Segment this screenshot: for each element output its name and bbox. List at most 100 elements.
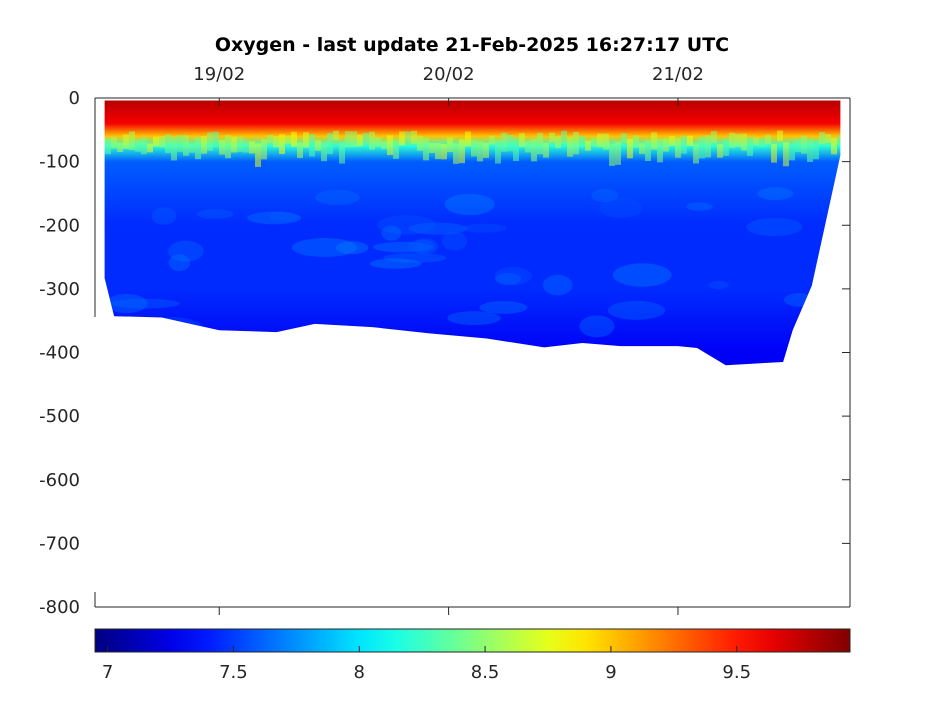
texture-strip: [753, 137, 759, 146]
texture-blob: [444, 193, 495, 216]
y-tick-label: -200: [39, 215, 80, 236]
texture-strip: [105, 138, 111, 155]
texture-strip: [183, 135, 189, 156]
texture-blob: [291, 237, 358, 258]
texture-strip: [747, 137, 753, 156]
texture-strip: [777, 130, 783, 142]
texture-blob: [110, 298, 180, 309]
texture-blob: [495, 272, 522, 285]
colorbar-tick-label: 7.5: [219, 662, 248, 683]
texture-strip: [531, 138, 537, 162]
texture-strip: [243, 140, 249, 153]
texture-strip: [237, 136, 243, 152]
texture-strip: [765, 134, 771, 145]
texture-strip: [681, 135, 687, 154]
texture-strip: [117, 142, 123, 153]
texture-strip: [591, 137, 597, 147]
texture-strip: [411, 130, 417, 144]
texture-strip: [327, 132, 333, 155]
texture-strip: [195, 137, 201, 160]
y-tick-label: -600: [39, 470, 80, 491]
texture-strip: [261, 139, 267, 160]
texture-strip: [483, 142, 489, 158]
texture-strip: [297, 142, 303, 158]
texture-strip: [387, 135, 393, 155]
texture-strip: [303, 132, 309, 148]
texture-strip: [267, 134, 273, 144]
texture-strip: [783, 142, 789, 167]
texture-strip: [147, 143, 153, 153]
x-tick-label: 20/02: [423, 64, 475, 85]
chart-title: Oxygen - last update 21-Feb-2025 16:27:1…: [215, 34, 729, 56]
colorbar-tick-label: 7: [102, 662, 113, 683]
texture-blob: [479, 301, 528, 314]
texture-strip: [609, 143, 615, 166]
texture-strip: [213, 131, 219, 147]
texture-blob: [447, 311, 501, 325]
texture-strip: [345, 131, 351, 148]
texture-strip: [315, 140, 321, 151]
texture-blob: [607, 300, 666, 320]
texture-blob: [407, 239, 436, 254]
colorbar-tick-label: 8.5: [471, 662, 500, 683]
colorbar-ticks: 7 7.5 8 8.5 9 9.5: [102, 646, 751, 683]
texture-strip: [495, 139, 501, 164]
oxygen-texture: [104, 130, 841, 341]
texture-strip: [621, 133, 627, 143]
texture-strip: [447, 137, 453, 153]
texture-strip: [321, 142, 327, 162]
y-tick-label: -500: [39, 406, 80, 427]
texture-blob: [408, 222, 468, 235]
texture-strip: [405, 131, 411, 141]
texture-strip: [807, 138, 813, 162]
texture-blob: [196, 209, 234, 219]
texture-strip: [291, 131, 297, 147]
texture-strip: [687, 135, 693, 147]
texture-strip: [831, 137, 837, 155]
colorbar-scale: [94, 628, 851, 653]
y-axis-ticks: 0 -100 -200 -300 -400 -500 -600 -700 -800: [39, 88, 850, 618]
y-tick-label: -400: [39, 343, 80, 364]
y-tick-label: -700: [39, 533, 80, 554]
plot-area: 0 -100 -200 -300 -400 -500 -600 -700 -800 19/02 2…: [39, 64, 851, 618]
texture-blob: [143, 317, 204, 341]
texture-strip: [729, 132, 735, 149]
texture-blob: [599, 197, 643, 218]
texture-blob: [441, 231, 468, 251]
texture-blob: [383, 253, 447, 263]
texture-blob: [247, 211, 302, 225]
texture-strip: [573, 131, 579, 155]
texture-blob: [104, 324, 144, 337]
texture-strip: [657, 138, 663, 163]
texture-strip: [159, 136, 165, 148]
colorbar-tick-label: 9.5: [722, 662, 751, 683]
texture-strip: [801, 135, 807, 154]
x-tick-label: 19/02: [193, 64, 245, 85]
colorbar: 7 7.5 8 8.5 9 9.5: [94, 628, 851, 683]
texture-blob: [612, 263, 672, 287]
texture-strip: [153, 136, 159, 147]
texture-strip: [393, 139, 399, 159]
texture-blob: [591, 188, 618, 203]
texture-strip: [309, 134, 315, 157]
texture-blob: [376, 215, 436, 235]
texture-blob: [783, 293, 815, 307]
texture-strip: [201, 136, 207, 154]
y-tick-label: -100: [39, 152, 80, 173]
texture-strip: [375, 137, 381, 147]
texture-strip: [219, 139, 225, 155]
texture-strip: [789, 143, 795, 161]
texture-strip: [171, 136, 177, 161]
texture-strip: [141, 137, 147, 155]
texture-strip: [363, 132, 369, 143]
texture-strip: [837, 135, 841, 145]
texture-strip: [207, 132, 213, 151]
texture-strip: [663, 138, 669, 152]
texture-blob: [373, 241, 433, 253]
texture-strip: [333, 130, 339, 141]
texture-strip: [507, 134, 513, 152]
texture-blob: [105, 293, 148, 314]
texture-blob: [757, 187, 794, 201]
texture-blob: [269, 211, 298, 223]
